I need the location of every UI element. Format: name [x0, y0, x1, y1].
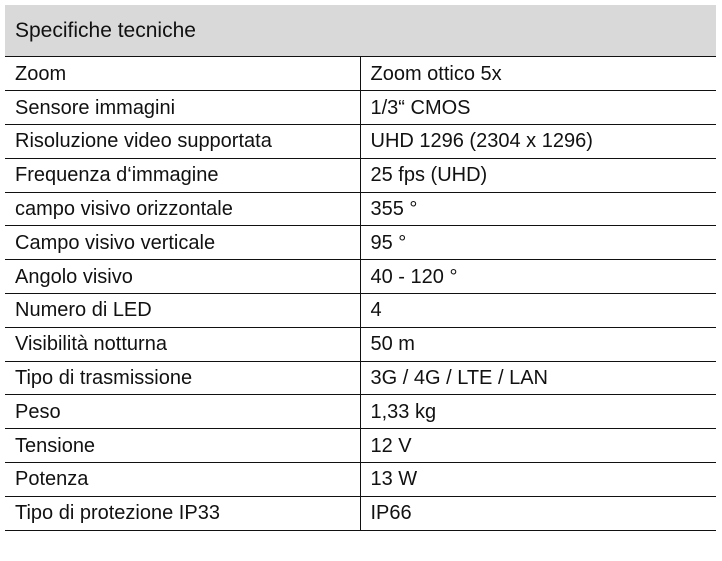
- spec-value: UHD 1296 (2304 x 1296): [359, 124, 716, 159]
- header-title: Specifiche tecniche: [5, 5, 716, 57]
- spec-value: 95 °: [359, 225, 716, 261]
- spec-value: Zoom ottico 5x: [359, 57, 716, 92]
- spec-row: Frequenza d‘immagine 25 fps (UHD): [5, 157, 716, 193]
- spec-row: Potenza 13 W: [5, 462, 716, 497]
- spec-row: Zoom Zoom ottico 5x: [5, 57, 716, 92]
- spec-label: Frequenza d‘immagine: [5, 157, 361, 193]
- spec-row: Numero di LED 4: [5, 293, 716, 328]
- spec-row: Peso 1,33 kg: [5, 394, 716, 430]
- spec-row: Campo visivo verticale 95 °: [5, 225, 716, 261]
- spec-label: Potenza: [5, 462, 361, 497]
- spec-label: Sensore immagini: [5, 90, 361, 126]
- spec-value: 12 V: [359, 428, 716, 464]
- spec-label: Campo visivo verticale: [5, 225, 361, 261]
- spec-row: campo visivo orizzontale 355 °: [5, 191, 716, 227]
- spec-value: 3G / 4G / LTE / LAN: [359, 360, 716, 396]
- spec-row: Tensione 12 V: [5, 428, 716, 464]
- spec-row: Tipo di protezione IP33 IP66: [5, 495, 716, 531]
- spec-label: Visibilità notturna: [5, 326, 361, 362]
- spec-row: Visibilità notturna 50 m: [5, 326, 716, 362]
- table-body: Zoom Zoom ottico 5x Sensore immagini 1/3“ C…: [5, 57, 716, 531]
- spec-value: 50 m: [359, 326, 716, 362]
- spec-label: Tensione: [5, 428, 361, 464]
- spec-value: 40 - 120 °: [359, 259, 716, 295]
- spec-value: IP66: [359, 495, 716, 531]
- spec-value: 1/3“ CMOS: [359, 90, 716, 126]
- spec-value: 13 W: [359, 462, 716, 497]
- spec-label: Zoom: [5, 57, 361, 92]
- spec-label: Peso: [5, 394, 361, 430]
- spec-label: Risoluzione video supportata: [5, 124, 361, 159]
- spec-row: Risoluzione video supportata UHD 1296 (23…: [5, 124, 716, 159]
- spec-row: Angolo visivo 40 - 120 °: [5, 259, 716, 295]
- spec-row: Sensore immagini 1/3“ CMOS: [5, 90, 716, 126]
- spec-label: campo visivo orizzontale: [5, 191, 361, 227]
- spec-row: Tipo di trasmissione 3G / 4G / LTE / LAN: [5, 360, 716, 396]
- spec-label: Tipo di trasmissione: [5, 360, 361, 396]
- spec-table: Zoom Zoom ottico 5x Sensore immagini 1/3“ C…: [5, 57, 716, 531]
- spec-value: 1,33 kg: [359, 394, 716, 430]
- spec-value: 4: [359, 293, 716, 328]
- spec-sheet: Specifiche tecniche Zoom Zoom ottico 5x Se…: [5, 5, 716, 531]
- spec-label: Angolo visivo: [5, 259, 361, 295]
- spec-label: Numero di LED: [5, 293, 361, 328]
- spec-value: 355 °: [359, 191, 716, 227]
- spec-label: Tipo di protezione IP33: [5, 495, 361, 531]
- spec-value: 25 fps (UHD): [359, 157, 716, 193]
